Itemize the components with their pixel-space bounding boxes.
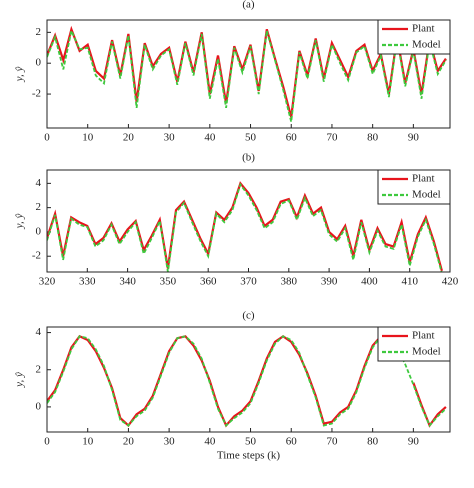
x-tick-label: 40 <box>204 132 216 144</box>
x-tick-label: 330 <box>79 276 96 288</box>
x-tick-label: 80 <box>367 436 379 448</box>
x-tick-label: 10 <box>82 436 94 448</box>
legend-box <box>377 169 451 205</box>
legend-label: Model <box>412 39 441 51</box>
legend-label: Plant <box>412 23 435 35</box>
y-tick-label: 4 <box>36 177 42 189</box>
x-tick-label: 60 <box>286 436 298 448</box>
x-tick-label: 70 <box>326 436 338 448</box>
x-tick-label: 360 <box>200 276 217 288</box>
legend-label: Model <box>412 189 441 201</box>
x-tick-label: 80 <box>367 132 379 144</box>
x-tick-label: 320 <box>39 276 56 288</box>
y-tick-label: 2 <box>36 363 42 375</box>
x-tick-label: 50 <box>245 436 257 448</box>
x-tick-label: 410 <box>401 276 418 288</box>
x-tick-label: 420 <box>442 276 459 288</box>
x-tick-label: 30 <box>164 436 176 448</box>
legend-label: Model <box>412 346 441 358</box>
x-tick-label: 350 <box>160 276 177 288</box>
y-tick-label: 0 <box>36 57 42 69</box>
panel-title: (c) <box>242 310 255 322</box>
y-tick-label: 2 <box>36 26 42 38</box>
legend-box <box>377 19 451 55</box>
plot-frame <box>46 326 451 433</box>
plot-frame <box>46 19 451 129</box>
x-tick-label: 90 <box>408 436 420 448</box>
legend-label: Plant <box>412 173 435 185</box>
x-tick-label: 70 <box>326 132 338 144</box>
x-tick-label: 400 <box>361 276 378 288</box>
x-tick-label: 20 <box>123 436 135 448</box>
x-tick-label: 40 <box>204 436 216 448</box>
y-axis-label: y, ŷ <box>14 214 26 230</box>
x-tick-label: 380 <box>281 276 298 288</box>
series-line <box>47 182 443 272</box>
plot-frame <box>46 169 451 273</box>
y-tick-label: 0 <box>36 400 42 412</box>
x-tick-label: 50 <box>245 132 257 144</box>
y-tick-label: 0 <box>36 225 42 237</box>
y-tick-label: 4 <box>36 326 42 338</box>
x-tick-label: 60 <box>286 132 298 144</box>
series-line <box>47 27 447 123</box>
y-tick-label: 2 <box>36 201 42 213</box>
x-tick-label: 0 <box>44 132 50 144</box>
x-tick-label: 0 <box>44 436 50 448</box>
panel-title: (b) <box>242 152 255 164</box>
y-tick-label: -2 <box>32 88 41 100</box>
y-axis-label: y, ŷ <box>14 67 26 83</box>
y-tick-label: -2 <box>32 250 41 262</box>
x-tick-label: 20 <box>123 132 135 144</box>
legend-box <box>377 326 451 362</box>
panel-title: (a) <box>242 0 255 11</box>
x-tick-label: 30 <box>164 132 176 144</box>
x-tick-label: 370 <box>240 276 257 288</box>
x-tick-label: 90 <box>408 132 420 144</box>
x-tick-label: 10 <box>82 132 94 144</box>
x-axis-label: Time steps (k) <box>217 450 280 462</box>
x-tick-label: 390 <box>321 276 338 288</box>
y-axis-label: y, ŷ <box>14 372 26 388</box>
legend-label: Plant <box>412 330 435 342</box>
x-tick-label: 340 <box>119 276 136 288</box>
